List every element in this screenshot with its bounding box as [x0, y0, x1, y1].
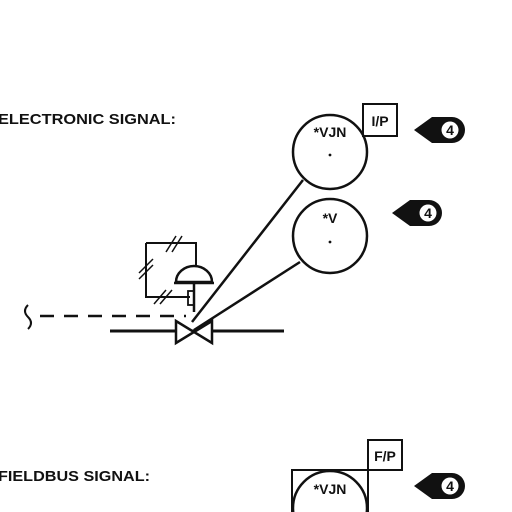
valve-right-triangle — [191, 318, 214, 346]
ip-box-frame — [362, 103, 398, 137]
break-symbol — [24, 304, 32, 330]
signal-line-lower — [193, 260, 301, 332]
top-instrument: *VJN — [291, 113, 369, 191]
ip-converter-box: I/P — [362, 103, 398, 137]
hash-marks-bottom — [153, 289, 173, 305]
signal-box-left-bottom — [145, 243, 190, 298]
top-flag-circle — [441, 121, 459, 139]
fieldbus-flag-number: 4 — [446, 478, 454, 494]
diaphragm-actuator — [174, 264, 214, 312]
hash-marks-left — [138, 258, 154, 280]
electronic-signal-label: ELECTRONIC SIGNAL: — [0, 111, 176, 128]
fieldbus-signal-label: FIELDBUS SIGNAL: — [0, 468, 150, 485]
lower-instrument: *V — [291, 197, 369, 275]
valve-left-triangle — [174, 318, 197, 346]
fieldbus-instrument-tag: *VJN — [314, 481, 347, 497]
lower-flag-circle — [419, 204, 437, 222]
top-flag-number: 4 — [446, 122, 454, 138]
actuator-positioner — [187, 290, 195, 306]
top-instrument-bubble — [291, 113, 369, 191]
fieldbus-flag-circle — [441, 477, 459, 495]
fp-box-frame — [367, 439, 403, 471]
fieldbus-instrument-bubble — [291, 469, 369, 512]
top-note-flag: 4 — [414, 117, 465, 143]
fp-box-label: F/P — [374, 448, 396, 464]
top-instrument-tag: *VJN — [314, 124, 347, 140]
fieldbus-instrument: *VJN — [291, 469, 369, 512]
lower-instrument-tag: *V — [323, 210, 338, 226]
ip-box-label: I/P — [371, 113, 388, 129]
hash-marks-top — [165, 235, 183, 253]
lower-instrument-bubble — [291, 197, 369, 275]
fieldbus-note-flag: 4 — [414, 473, 465, 499]
dashed-signal-line — [24, 304, 186, 330]
signal-box-top-right — [146, 242, 197, 268]
lower-note-flag: 4 — [392, 200, 442, 226]
top-instrument-dot — [328, 153, 332, 157]
signal-line-top — [191, 179, 304, 323]
lower-flag-number: 4 — [424, 205, 432, 221]
control-valve — [174, 318, 214, 346]
electronic-signal-box — [138, 235, 197, 305]
actuator-dome — [174, 264, 214, 284]
fp-converter-box: F/P — [367, 439, 403, 471]
lower-instrument-dot — [328, 240, 332, 244]
